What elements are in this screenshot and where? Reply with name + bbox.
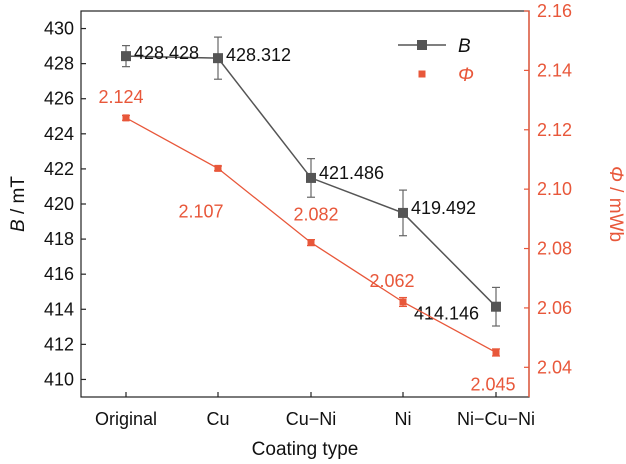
right-tick-label: 2.14 — [537, 60, 572, 80]
data-label: 419.492 — [411, 198, 476, 218]
left-tick-label: 410 — [44, 369, 74, 389]
left-axis: 410 412 414 416 418 420 422 424 426 428 430 B / mT — [8, 19, 86, 389]
x-category-label: Cu−Ni — [286, 409, 337, 429]
series-marker — [492, 348, 500, 356]
x-axis: Original Cu Cu−Ni Ni Ni−Cu−Ni Coating type — [95, 392, 535, 460]
right-axis-title-symbol: Φ — [605, 166, 626, 182]
right-axis-title: Φ / mWb — [605, 166, 626, 242]
series-marker — [213, 53, 223, 64]
x-axis-title: Coating type — [252, 439, 359, 460]
left-tick-label: 428 — [44, 54, 74, 74]
data-label: 421.486 — [319, 163, 384, 183]
data-label: 2.062 — [369, 271, 414, 291]
data-label: 428.312 — [226, 45, 291, 65]
x-category-label: Ni−Cu−Ni — [457, 409, 535, 429]
right-tick-label: 2.10 — [537, 179, 572, 199]
left-tick-label: 420 — [44, 194, 74, 214]
x-category-label: Original — [95, 409, 157, 429]
right-axis-title-unit: / mWb — [605, 182, 626, 242]
right-tick-label: 2.06 — [537, 298, 572, 318]
right-tick-label: 2.04 — [537, 357, 572, 377]
series-marker — [122, 114, 130, 122]
right-tick-label: 2.16 — [537, 1, 572, 21]
left-axis-title: B / mT — [8, 176, 29, 232]
legend-marker — [418, 70, 426, 78]
x-category-label: Cu — [206, 409, 229, 429]
data-label: 414.146 — [414, 304, 479, 324]
series-marker — [307, 239, 315, 247]
series-marker — [121, 51, 131, 62]
left-tick-label: 416 — [44, 264, 74, 284]
left-tick-label: 422 — [44, 159, 74, 179]
right-tick-label: 2.12 — [537, 120, 572, 140]
series-layer: 428.428 428.312 421.486 419.492 414.146 2.124… — [98, 36, 516, 394]
data-label: 2.045 — [470, 374, 515, 394]
data-label: 2.082 — [293, 205, 338, 225]
series-marker — [398, 207, 408, 218]
x-category-label: Ni — [395, 409, 412, 429]
legend-label: Φ — [458, 65, 474, 86]
data-label: 2.124 — [98, 87, 143, 107]
legend: BΦ — [398, 36, 474, 86]
left-tick-label: 412 — [44, 334, 74, 354]
left-tick-label: 418 — [44, 229, 74, 249]
left-axis-title-symbol: B — [8, 219, 29, 232]
left-tick-label: 424 — [44, 124, 74, 144]
left-tick-label: 430 — [44, 19, 74, 39]
data-label: 428.428 — [134, 43, 199, 63]
left-tick-label: 414 — [44, 299, 74, 319]
series-marker — [214, 164, 222, 172]
series-marker — [491, 301, 501, 312]
left-tick-label: 426 — [44, 89, 74, 109]
legend-label: B — [458, 36, 471, 57]
left-axis-title-unit: / mT — [8, 176, 29, 220]
series-marker — [399, 298, 407, 306]
right-tick-label: 2.08 — [537, 239, 572, 259]
legend-marker — [417, 40, 427, 50]
series-marker — [306, 172, 316, 183]
right-axis: 2.04 2.06 2.08 2.10 2.12 2.14 2.16 Φ / mWb — [524, 1, 626, 397]
data-label: 2.107 — [178, 201, 223, 221]
